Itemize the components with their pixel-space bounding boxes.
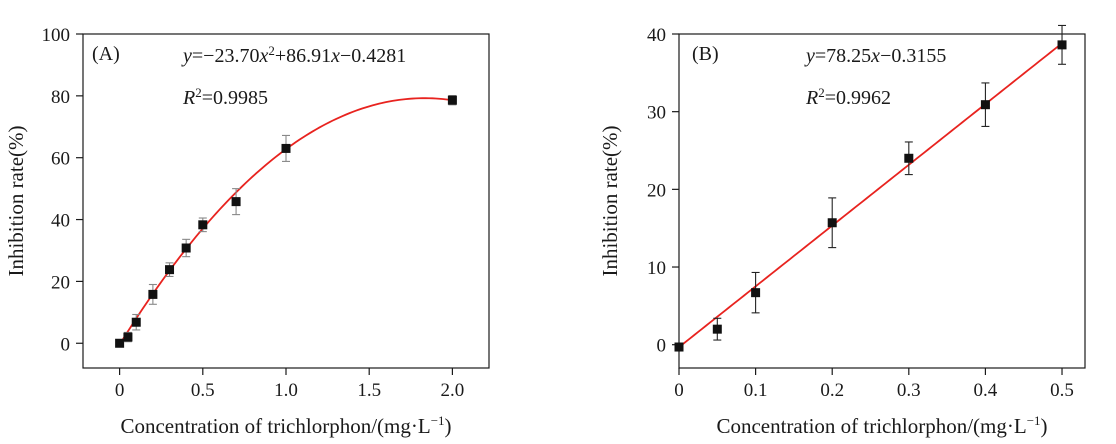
y-tick-label-a-3: 60 [51, 149, 70, 170]
r-squared-b-value: =0.9962 [825, 87, 891, 109]
data-points-b [674, 24, 1067, 352]
x-ticks-a: 0 0.5 1.0 1.5 2.0 [115, 368, 464, 401]
equation-b-lhs: y [804, 45, 815, 67]
y-tick-label-b-2: 20 [647, 180, 666, 201]
equation-b-part-1: x [870, 45, 880, 67]
y-tick-label-b-4: 40 [647, 25, 666, 46]
x-ticks-b: 0 0.1 0.2 0.3 0.4 0.5 [674, 368, 1074, 401]
data-point-a-9 [447, 95, 457, 105]
fit-line-b [678, 42, 1063, 348]
data-points-a [115, 94, 457, 348]
y-tick-label-a-5: 100 [42, 25, 71, 46]
equation-a-part-0: =−23.70 [192, 45, 260, 67]
equation-b-part-2: −0.3155 [880, 45, 946, 67]
x-axis-title-a: Concentration of trichlorphon/(mg·L−1) [120, 413, 451, 438]
panel-label-a: (A) [92, 43, 120, 65]
data-point-b-3 [827, 218, 837, 228]
data-point-a-6 [198, 220, 208, 230]
data-point-b-5 [980, 100, 990, 110]
y-ticks-a: 0 20 40 60 80 100 [42, 25, 83, 355]
r-squared-a: R2=0.9985 [182, 85, 268, 109]
r-squared-b-symbol: R [805, 87, 818, 109]
y-axis-title-b: Inhibition rate(%) [598, 125, 622, 276]
data-point-a-7 [231, 197, 241, 207]
plot-frame-b [678, 33, 1086, 369]
equation-b: y=78.25x−0.3155 [804, 45, 946, 67]
x-tick-label-b-2: 0.2 [820, 380, 844, 401]
x-axis-title-a-close: ) [445, 414, 452, 438]
r-squared-b-sup: 2 [818, 85, 825, 100]
y-tick-label-b-3: 30 [647, 103, 666, 124]
data-point-a-3 [148, 289, 158, 299]
y-tick-label-a-0: 0 [61, 334, 71, 355]
data-point-b-2 [751, 288, 761, 298]
y-tick-label-a-1: 20 [51, 272, 70, 293]
data-point-b-6 [1057, 40, 1067, 50]
x-tick-label-b-1: 0.1 [744, 380, 768, 401]
r-squared-a-value: =0.9985 [202, 87, 268, 109]
x-axis-title-b: Concentration of trichlorphon/(mg·L−1) [716, 413, 1047, 438]
data-point-b-4 [904, 153, 914, 163]
r-squared-a-sup: 2 [195, 85, 202, 100]
x-axis-title-b-sup: −1 [1027, 413, 1041, 428]
x-axis-title-a-sup: −1 [431, 413, 445, 428]
x-tick-label-b-0: 0 [674, 380, 684, 401]
data-point-a-8 [281, 143, 291, 153]
data-point-a-5 [181, 243, 191, 253]
x-tick-label-b-3: 0.3 [897, 380, 921, 401]
x-axis-title-b-close: ) [1041, 414, 1048, 438]
equation-a: y=−23.70x2+86.91x−0.4281 [181, 43, 406, 67]
equation-a-part-4: x [330, 45, 340, 67]
y-tick-label-a-4: 80 [51, 87, 70, 108]
data-point-a-4 [165, 265, 175, 275]
y-tick-label-a-2: 40 [51, 211, 70, 232]
equation-a-part-1: x [258, 45, 268, 67]
x-tick-label-a-1: 0.5 [191, 380, 215, 401]
x-tick-label-b-5: 0.5 [1050, 380, 1074, 401]
fit-line-b-group [678, 42, 1063, 348]
x-tick-label-a-2: 1.0 [274, 380, 298, 401]
data-point-b-0 [674, 342, 684, 352]
y-ticks-b: 0 10 20 30 40 [647, 25, 679, 357]
x-axis-title-b-main: Concentration of trichlorphon/(mg·L [716, 414, 1026, 438]
equation-a-lhs: y [181, 45, 192, 67]
r-squared-b: R2=0.9962 [805, 85, 891, 109]
x-tick-label-b-4: 0.4 [974, 380, 998, 401]
x-axis-title-a-main: Concentration of trichlorphon/(mg·L [120, 414, 430, 438]
x-tick-label-a-4: 2.0 [441, 380, 465, 401]
data-point-b-1 [712, 324, 722, 334]
equation-a-part-5: −0.4281 [340, 45, 406, 67]
plot-frame-a [82, 33, 490, 369]
x-tick-label-a-0: 0 [115, 380, 125, 401]
equation-a-part-2: 2 [268, 43, 275, 58]
x-tick-label-a-3: 1.5 [357, 380, 381, 401]
data-point-a-2 [131, 317, 141, 327]
data-point-a-1 [123, 332, 133, 342]
data-point-a-0 [115, 338, 125, 348]
y-axis-title-a: Inhibition rate(%) [4, 125, 28, 276]
equation-a-part-3: +86.91 [275, 45, 331, 67]
y-tick-label-b-0: 0 [657, 336, 667, 357]
panel-label-b: (B) [692, 43, 719, 65]
equation-b-part-0: =78.25 [815, 45, 871, 67]
y-tick-label-b-1: 10 [647, 258, 666, 279]
r-squared-a-symbol: R [182, 87, 195, 109]
